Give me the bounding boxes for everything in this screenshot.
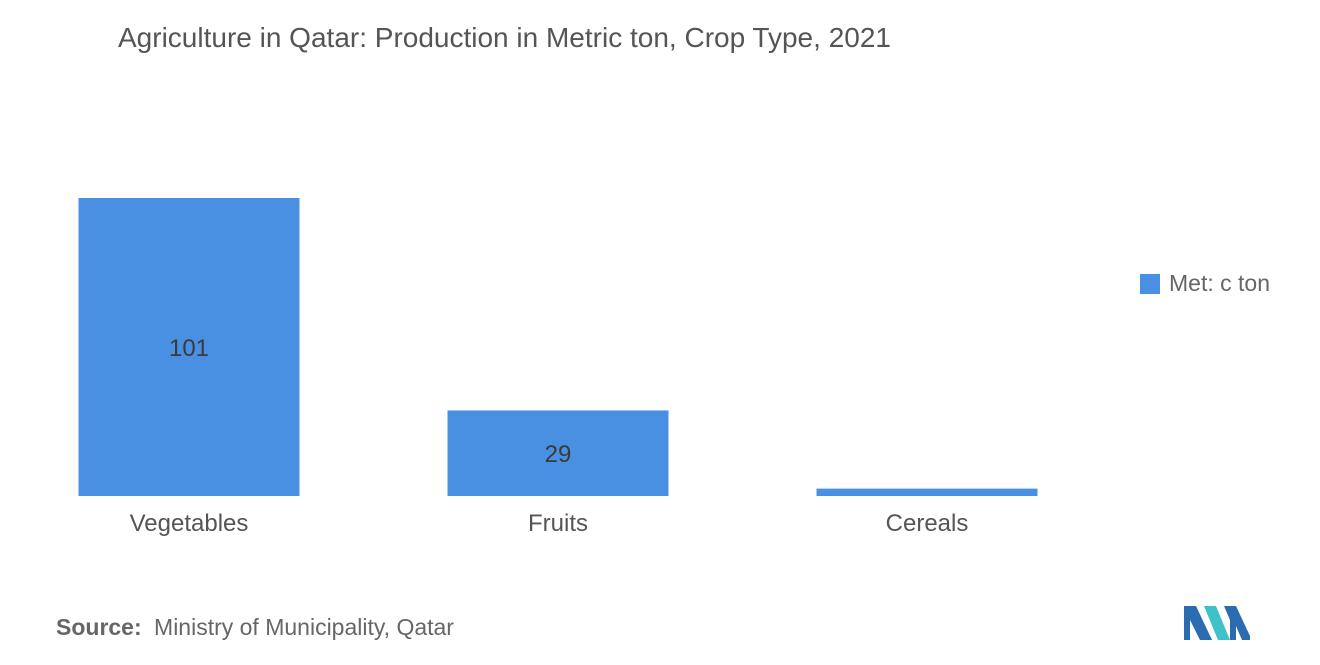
bar-fruits <box>447 410 669 496</box>
source-note: Source: Ministry of Municipality, Qatar <box>56 614 454 641</box>
source-label: Source: <box>56 614 142 640</box>
x-tick-label-vegetables: Vegetables <box>130 510 249 537</box>
x-tick-label-fruits: Fruits <box>528 510 588 537</box>
legend: Met: c ton <box>1140 270 1270 297</box>
legend-swatch <box>1140 273 1160 294</box>
logo-right-stroke <box>1224 606 1250 640</box>
mordor-intelligence-logo-icon <box>1184 606 1250 640</box>
legend-label: Met: c ton <box>1169 270 1270 296</box>
data-label-vegetables: 101 <box>169 335 209 362</box>
source-text: Ministry of Municipality, Qatar <box>154 614 454 640</box>
logo-mid-stroke <box>1204 606 1230 640</box>
bar-cereals <box>816 488 1038 496</box>
chart-title: Agriculture in Qatar: Production in Metr… <box>118 22 891 53</box>
data-label-fruits: 29 <box>545 441 572 468</box>
logo-left-stroke <box>1184 606 1212 640</box>
x-tick-label-cereals: Cereals <box>886 510 969 537</box>
bar-vegetables <box>78 198 300 496</box>
